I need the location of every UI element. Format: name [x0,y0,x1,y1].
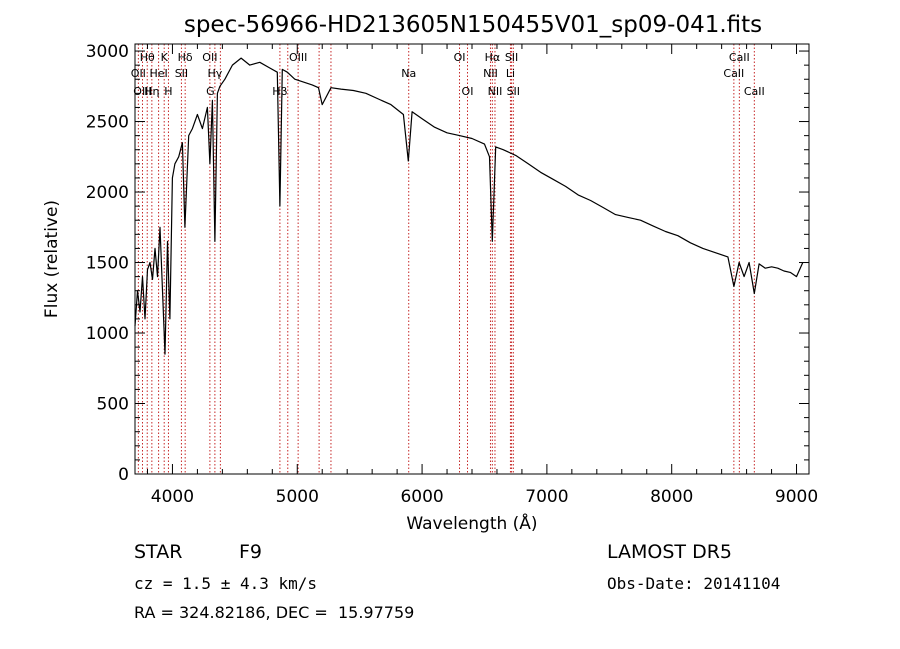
line-label: Hβ [272,85,287,98]
line-label: NII [488,85,503,98]
line-label: H [164,85,172,98]
y-axis-label: Flux (relative) [42,200,62,318]
y-tick-label: 1000 [86,324,129,344]
line-label: OII [131,67,146,80]
line-label: OIII [289,51,307,64]
x-tick-label: 6000 [400,487,443,507]
x-tick-label: 8000 [650,487,693,507]
line-label: CaII [723,67,744,80]
line-label: OI [462,85,474,98]
y-tick-label: 1500 [86,254,129,274]
line-label: Hα [485,51,501,64]
x-tick-label: 4000 [151,487,194,507]
x-tick-label: 9000 [775,487,818,507]
x-axis-label: Wavelength (Å) [406,512,537,534]
line-label: Hδ [178,51,193,64]
line-label: SII [175,67,188,80]
line-label: HeI [149,67,167,80]
line-label: Li [506,67,515,80]
line-label: G [206,85,215,98]
survey-name: LAMOST DR5 [607,541,732,563]
line-label: K [161,51,169,64]
line-label: CaII [729,51,750,64]
y-tick-label: 2500 [86,113,129,133]
line-label: OI [454,51,466,64]
y-tick-label: 3000 [86,42,129,62]
object-type: STAR [134,541,183,563]
chart-title: spec-56966-HD213605N150455V01_sp09-041.f… [184,12,762,38]
line-label: Hη [144,85,159,98]
line-label: NII [483,67,498,80]
redshift-cz: cz = 1.5 ± 4.3 km/s [134,574,318,593]
line-markers [137,44,755,474]
ra-dec: RA = 324.82186, DEC = 15.97759 [134,603,415,622]
x-axis-ticks: 4000 5000 6000 7000 8000 9000 [146,44,818,507]
line-label: OII [202,51,217,64]
spectrum-line [134,57,804,355]
y-tick-label: 0 [118,465,129,485]
line-label: Hθ [140,51,155,64]
line-label: Hγ [207,67,222,80]
y-tick-label: 2000 [86,183,129,203]
line-label: SII [505,51,518,64]
y-tick-label: 500 [97,395,129,415]
plot-frame [134,43,810,475]
observation-date: Obs-Date: 20141104 [607,574,781,593]
line-label: Na [401,67,416,80]
line-label: CaII [744,85,765,98]
x-tick-label: 7000 [525,487,568,507]
x-tick-label: 5000 [276,487,319,507]
spectral-subclass: F9 [239,541,263,563]
line-label: SII [507,85,520,98]
y-axis-ticks: 0 500 1000 1500 2000 2500 3000 [86,42,809,485]
line-label: OIII [133,85,151,98]
